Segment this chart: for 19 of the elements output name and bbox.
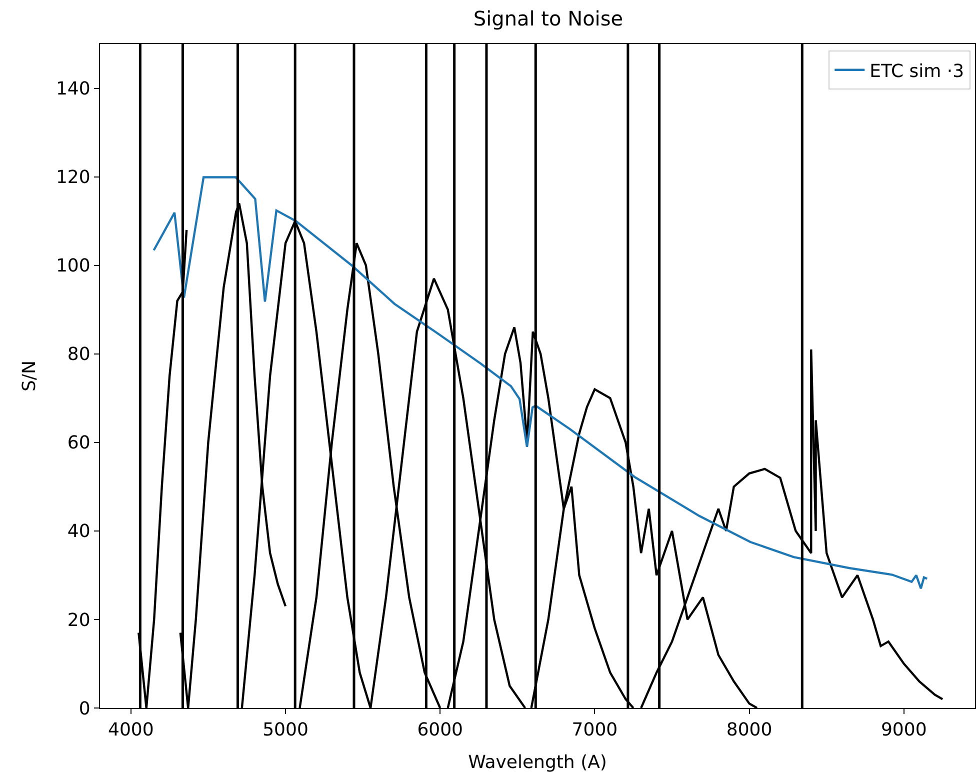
x-tick-label: 8000	[726, 720, 772, 741]
x-tick-label: 6000	[417, 720, 464, 741]
y-tick-label: 80	[67, 344, 90, 366]
legend-label: ETC sim ·3	[870, 60, 964, 82]
y-tick-label: 120	[56, 167, 90, 188]
x-tick-label: 4000	[108, 720, 154, 741]
y-tick-label: 40	[67, 521, 90, 542]
y-tick-label: 0	[78, 698, 90, 720]
y-tick-label: 140	[56, 78, 90, 100]
x-tick-label: 7000	[572, 720, 618, 741]
line-series	[152, 176, 928, 590]
y-tick-label: 60	[67, 432, 90, 454]
y-tick-label: 20	[67, 610, 90, 631]
y-tick-label: 100	[56, 256, 90, 277]
x-tick-label: 9000	[880, 720, 927, 741]
y-axis-title: S/N	[19, 360, 40, 392]
chart-title: Signal to Noise	[473, 6, 624, 31]
x-axis-title: Wavelength (A)	[468, 752, 607, 773]
x-tick-label: 5000	[262, 720, 308, 741]
